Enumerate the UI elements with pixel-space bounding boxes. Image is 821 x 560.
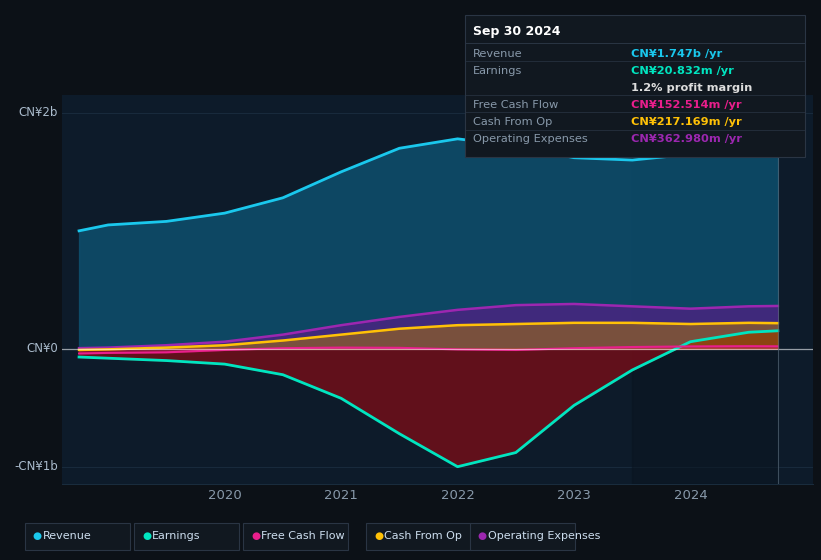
Text: Earnings: Earnings xyxy=(152,531,200,542)
Text: Revenue: Revenue xyxy=(473,49,522,59)
Text: Operating Expenses: Operating Expenses xyxy=(473,134,588,144)
Text: Cash From Op: Cash From Op xyxy=(384,531,462,542)
Text: 1.2% profit margin: 1.2% profit margin xyxy=(631,83,753,93)
Text: Sep 30 2024: Sep 30 2024 xyxy=(473,25,561,39)
Text: -CN¥1b: -CN¥1b xyxy=(14,460,57,473)
Text: Free Cash Flow: Free Cash Flow xyxy=(473,100,558,110)
Bar xyxy=(632,95,777,484)
Text: CN¥217.169m /yr: CN¥217.169m /yr xyxy=(631,117,742,127)
Text: ●: ● xyxy=(478,531,487,542)
Text: ●: ● xyxy=(251,531,260,542)
Text: ●: ● xyxy=(33,531,42,542)
Text: Revenue: Revenue xyxy=(43,531,91,542)
Text: CN¥0: CN¥0 xyxy=(26,342,57,355)
Text: CN¥20.832m /yr: CN¥20.832m /yr xyxy=(631,66,734,76)
Text: Operating Expenses: Operating Expenses xyxy=(488,531,600,542)
Text: ●: ● xyxy=(142,531,151,542)
Text: Earnings: Earnings xyxy=(473,66,522,76)
Text: ●: ● xyxy=(374,531,383,542)
Text: CN¥2b: CN¥2b xyxy=(18,106,57,119)
Text: Free Cash Flow: Free Cash Flow xyxy=(261,531,345,542)
Text: CN¥1.747b /yr: CN¥1.747b /yr xyxy=(631,49,722,59)
Text: CN¥152.514m /yr: CN¥152.514m /yr xyxy=(631,100,742,110)
Text: CN¥362.980m /yr: CN¥362.980m /yr xyxy=(631,134,742,144)
Text: Cash From Op: Cash From Op xyxy=(473,117,553,127)
